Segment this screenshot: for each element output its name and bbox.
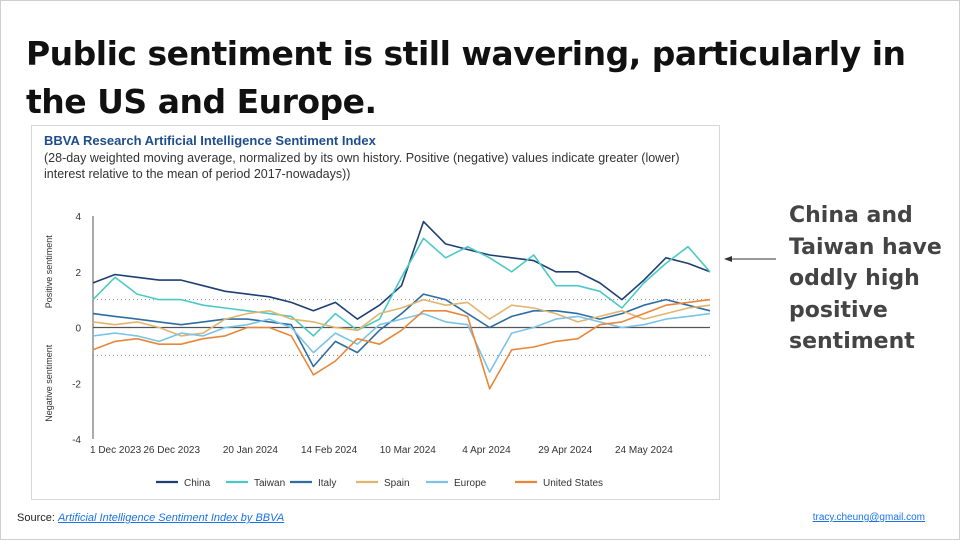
x-tick-label: 24 May 2024 <box>615 445 673 456</box>
x-tick-label: 26 Dec 2023 <box>143 445 200 456</box>
legend-label: China <box>184 478 211 489</box>
legend-label: Italy <box>318 478 336 489</box>
x-tick-label: 1 Dec 2023 <box>90 445 142 456</box>
line-chart: 4 2 0 -2 -4 Positive sentiment Negative sentim… <box>44 212 711 489</box>
source-prefix: Source: <box>17 512 58 524</box>
x-tick-label: 29 Apr 2024 <box>538 445 592 456</box>
x-tick-label: 14 Feb 2024 <box>301 445 358 456</box>
chart-title: BBVA Research Artificial Intelligence Se… <box>44 133 376 148</box>
legend-label: Spain <box>384 478 410 489</box>
series-line-china <box>92 220 711 320</box>
y-tick-label: 2 <box>75 268 81 279</box>
legend-label: United States <box>543 478 603 489</box>
chart-panel: BBVA Research Artificial Intelligence Se… <box>31 125 720 500</box>
annotation-arrow <box>724 256 776 262</box>
y-tick-label: 4 <box>75 212 81 223</box>
slide-title: Public sentiment is still wavering, part… <box>26 34 906 121</box>
series-line-united-states <box>92 298 711 390</box>
annotation-note: China and Taiwan have oddly high positiv… <box>789 203 942 354</box>
series-line-taiwan <box>92 237 711 337</box>
x-tick-label: 10 Mar 2024 <box>380 445 437 456</box>
y-tick-label: 0 <box>75 324 81 335</box>
legend-label: Taiwan <box>254 478 285 489</box>
y-tick-label: -2 <box>72 379 81 390</box>
legend-label: Europe <box>454 478 487 489</box>
chart-subtitle: (28-day weighted moving average, normali… <box>44 151 680 181</box>
y-axis-label-negative: Negative sentiment <box>44 344 54 422</box>
source-line: Source: Artificial Intelligence Sentimen… <box>17 512 284 524</box>
series-line-spain <box>92 298 711 337</box>
series-line-italy <box>92 293 711 368</box>
author-email[interactable]: tracy.cheung@gmail.com <box>812 512 925 523</box>
source-link[interactable]: Artificial Intelligence Sentiment Index … <box>57 512 285 524</box>
y-tick-label: -4 <box>72 435 81 446</box>
x-tick-label: 4 Apr 2024 <box>462 445 511 456</box>
x-tick-label: 20 Jan 2024 <box>223 445 278 456</box>
y-axis-label-positive: Positive sentiment <box>44 235 54 309</box>
